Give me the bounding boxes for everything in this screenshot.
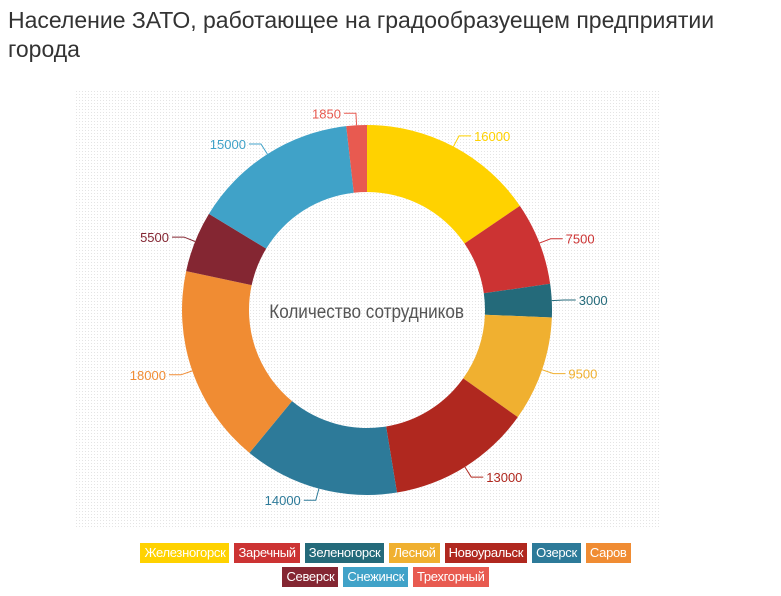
slice-Саров[interactable]: [181, 271, 293, 453]
legend-item[interactable]: Заречный: [234, 543, 300, 563]
leader-line: [551, 299, 576, 302]
leader-line: [464, 466, 484, 478]
leader-line: [171, 236, 196, 242]
slice-Лесной[interactable]: [463, 314, 552, 418]
center-label: Количество сотрудников: [269, 301, 464, 322]
legend-item[interactable]: Лесной: [389, 543, 440, 563]
slice-Трехгорный[interactable]: [346, 125, 367, 193]
leader-line: [168, 370, 193, 376]
data-label: 15000: [210, 137, 246, 152]
donut-chart: 16000 7500 3000 9500 13000 14000 18000 5500 1500…: [130, 106, 608, 508]
slice-Новоуральск[interactable]: [386, 378, 518, 493]
slice-Озерск[interactable]: [249, 401, 397, 495]
legend-item[interactable]: Озерск: [532, 543, 581, 563]
data-label: 3000: [579, 293, 608, 308]
data-label: 7500: [566, 232, 595, 247]
legend-item[interactable]: Новоуральск: [444, 543, 528, 563]
slice-Зеленогорск[interactable]: [483, 283, 552, 318]
legend-item[interactable]: Снежинск: [343, 567, 408, 587]
data-label: 18000: [130, 368, 166, 383]
leader-line: [343, 112, 358, 126]
slice-Железногорск[interactable]: [367, 125, 520, 244]
data-label: 5500: [140, 230, 169, 245]
page-title: Население ЗАТО, работающее на градообраз…: [8, 7, 715, 62]
leader-line: [248, 143, 268, 155]
legend-item[interactable]: Трехгорный: [412, 567, 489, 587]
data-label: 13000: [486, 470, 522, 485]
legend: Железногорск Заречный Зеленогорск Лесной Нов…: [0, 543, 781, 591]
data-label: 1850: [312, 106, 341, 121]
slice-Заречный[interactable]: [464, 205, 551, 294]
leader-line: [541, 369, 566, 375]
data-label: 16000: [474, 129, 510, 144]
legend-item[interactable]: Саров: [585, 543, 631, 563]
leader-line: [453, 135, 472, 147]
legend-item[interactable]: Железногорск: [140, 543, 230, 563]
chart-area: 16000 7500 3000 9500 13000 14000 18000 5500 1500…: [75, 90, 660, 528]
leader-line: [539, 238, 563, 244]
legend-item[interactable]: Северск: [282, 567, 339, 587]
leader-line: [303, 488, 320, 501]
slice-Снежинск[interactable]: [208, 126, 354, 249]
legend-item[interactable]: Зеленогорск: [304, 543, 385, 563]
data-label: 14000: [265, 493, 301, 508]
slice-Северск[interactable]: [186, 213, 267, 286]
data-label: 9500: [568, 367, 597, 382]
